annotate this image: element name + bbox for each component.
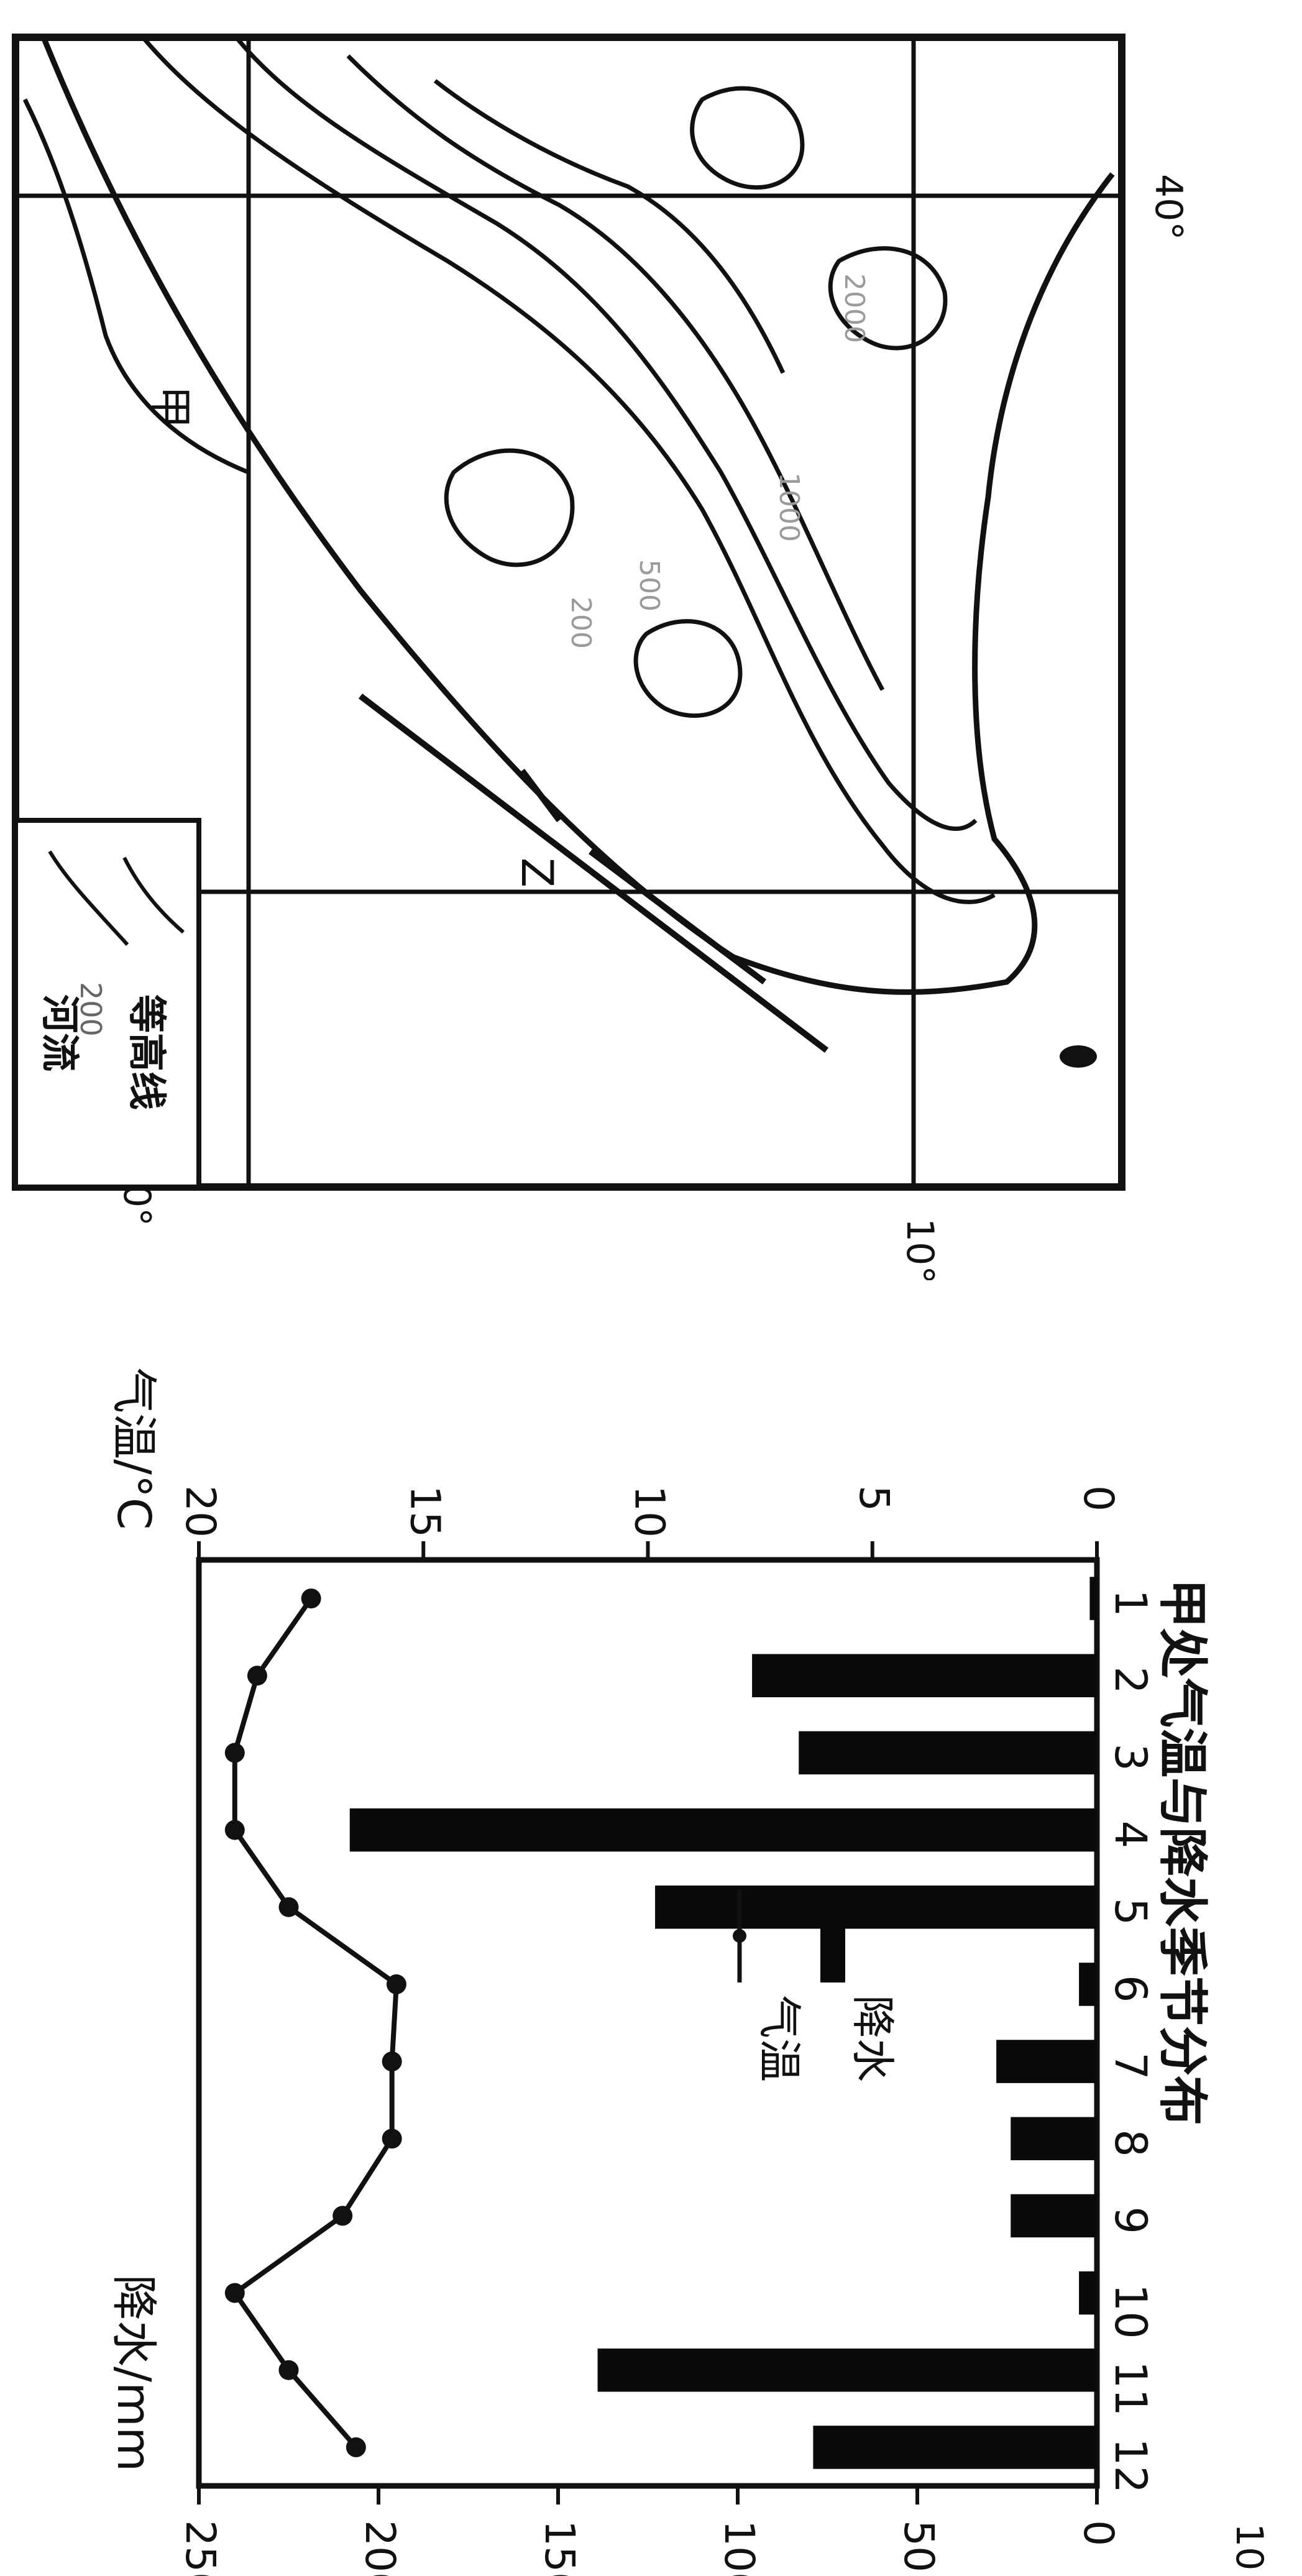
contour-200: [141, 35, 996, 904]
precip-bar: [752, 1654, 1097, 1698]
island: [1060, 1045, 1097, 1068]
month-tick-label: 8: [1105, 2129, 1156, 2157]
temperature-point: [224, 2283, 245, 2303]
month-tick-label: 12: [1105, 2438, 1156, 2493]
coastline: [40, 36, 1115, 995]
topographic-map: 甲 Z 40° 10° 0° 等高线 200 河流 2000 1000 500 …: [0, 0, 1302, 1280]
month-tick-label: 9: [1105, 2206, 1156, 2234]
plot-frame: [196, 1557, 1100, 2489]
precip-bar: [349, 1808, 1097, 1852]
temperature-point: [278, 2360, 299, 2380]
temperature-point: [224, 1743, 245, 1763]
precip-tick-label: 50: [895, 2520, 943, 2572]
month-tick-label: 4: [1105, 1821, 1156, 1849]
lat-label-bottom: 10°: [898, 1218, 942, 1280]
month-tick-label: 3: [1105, 1743, 1156, 1771]
temp-tick-label: 10: [626, 1485, 674, 1538]
precip-tick-label: 250: [177, 2520, 224, 2576]
temperature-point: [382, 2129, 402, 2149]
temperature-point: [301, 1588, 321, 1609]
temperature-point: [224, 1820, 245, 1840]
temp-tick-label: 20: [177, 1485, 224, 1538]
legend-contour-label: 等高线: [124, 994, 170, 1110]
precip-bar: [799, 1731, 1097, 1775]
precip-bar: [813, 2426, 1097, 2469]
contour-label-500: 500: [633, 559, 665, 612]
precip-tick-label: 0: [1075, 2520, 1122, 2546]
legend-river-sample-line: [122, 856, 185, 934]
profile-line-c: [589, 849, 766, 984]
contour-label-200: 200: [565, 597, 597, 649]
month-tick-label: 5: [1105, 1898, 1156, 1926]
legend-precip-label: 降水: [847, 1995, 898, 2082]
month-tick-label: 7: [1105, 2052, 1156, 2080]
climate-chart: 1 2 3 4 5 6 7 8 9 10 11 12 0 5 10 15 20 0 50 100 150 200 250 甲…: [0, 1280, 1302, 2576]
precip-bar: [1079, 1963, 1097, 2006]
contour-closed-a: [444, 448, 575, 567]
contour-2000: [433, 79, 786, 374]
river: [22, 98, 250, 475]
temperature-point: [382, 2051, 402, 2072]
legend-contour-sample-value: 200: [74, 982, 108, 1037]
month-tick-label: 1: [1105, 1589, 1156, 1617]
legend-temp-label: 气温: [754, 1995, 805, 2082]
profile-line-a: [358, 694, 829, 1053]
edge-mark: 10: [1227, 2523, 1271, 2570]
temperature-point: [386, 1974, 406, 1994]
temp-tick-label: 0: [1075, 1485, 1122, 1511]
label-jia: 甲: [145, 385, 196, 429]
legend-box: [13, 818, 201, 1189]
temp-tick-label: 15: [401, 1485, 449, 1538]
legend-river-label: 河流: [37, 994, 83, 1071]
contour-1000: [346, 54, 885, 691]
right-axis-label: 降水/mm: [107, 2275, 160, 2472]
chart-title: 甲处气温与降水季节分布: [1153, 1579, 1211, 2125]
precip-tick-label: 200: [356, 2520, 404, 2576]
profile-line-b: [520, 769, 562, 822]
left-axis-label: 气温/°C: [107, 1367, 160, 1530]
precip-bar: [597, 2348, 1097, 2392]
label-yi: Z: [511, 858, 562, 887]
legend-precip-swatch: [820, 1889, 845, 1982]
month-tick-label: 11: [1105, 2361, 1156, 2416]
precip-tick-label: 100: [715, 2520, 763, 2576]
contour-closed-c: [828, 246, 948, 351]
temperature-point: [278, 1897, 299, 1917]
precip-bar: [1089, 1577, 1097, 1620]
precip-bar: [655, 1885, 1097, 1929]
contour-label-2000: 2000: [838, 273, 870, 343]
temperature-line: [231, 1597, 400, 2449]
map-svg: 甲 Z 40° 10° 0° 等高线 200 河流 2000 1000 500 …: [12, 34, 1190, 1280]
temperature-point: [332, 2206, 353, 2226]
precip-bar: [1011, 2194, 1097, 2238]
legend-temp-marker: [733, 1929, 746, 1943]
lon-label-left: 0°: [115, 1184, 158, 1226]
lat-label-top: 40°: [1147, 174, 1190, 240]
temperature-point: [247, 1666, 267, 1686]
precip-bar: [1079, 2271, 1097, 2315]
month-tick-label: 10: [1105, 2284, 1156, 2339]
legend-contour-sample-line: [48, 850, 129, 947]
contour-label-1000: 1000: [773, 472, 805, 542]
temperature-point: [346, 2437, 366, 2457]
map-frame: [12, 34, 1125, 1191]
contour-500: [234, 35, 978, 831]
precip-tick-label: 150: [536, 2520, 584, 2576]
month-tick-label: 2: [1105, 1666, 1156, 1694]
contour-closed-d: [690, 86, 805, 190]
precip-bar: [1011, 2117, 1097, 2161]
month-tick-label: 6: [1105, 1975, 1156, 2003]
precip-bar: [996, 2040, 1097, 2083]
temp-tick-label: 5: [850, 1485, 898, 1511]
contour-closed-b: [633, 619, 743, 718]
